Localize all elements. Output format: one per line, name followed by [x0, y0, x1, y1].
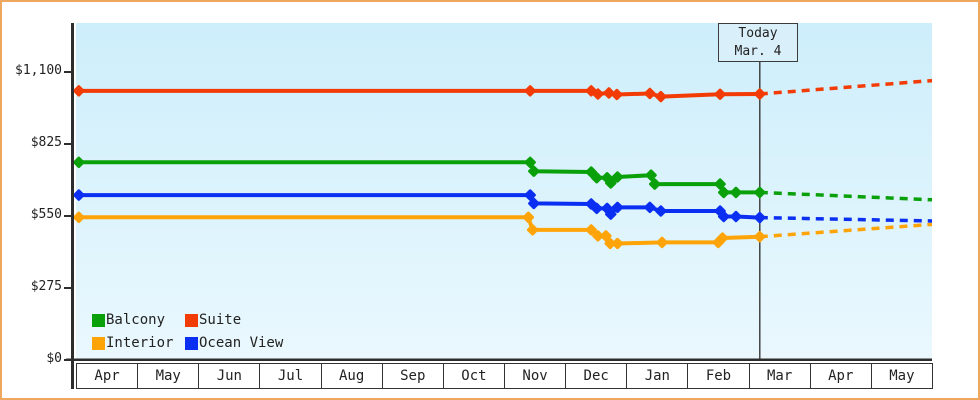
ocean-view-color-swatch	[185, 336, 198, 350]
month-cell-jan-9: Jan	[626, 363, 689, 389]
legend-item-suite: Suite	[185, 312, 283, 328]
data-point-marker	[644, 87, 656, 100]
data-point-marker	[730, 210, 742, 223]
month-cell-feb-10: Feb	[687, 363, 750, 389]
data-point-marker	[73, 85, 85, 97]
forecast-line-interior	[759, 222, 933, 239]
data-point-marker	[718, 186, 730, 199]
data-point-marker	[592, 88, 604, 100]
today-label: Today	[738, 25, 778, 41]
today-date: Mar. 4	[734, 43, 782, 59]
data-point-marker	[73, 156, 85, 169]
data-point-marker	[644, 201, 656, 214]
y-axis-label: $1,100	[15, 63, 62, 78]
data-point-marker	[611, 201, 624, 214]
y-axis-label: $825	[30, 135, 62, 150]
data-point-marker	[716, 232, 729, 244]
legend: Balcony Suite Interior Ocean View	[92, 312, 283, 351]
month-cell-dec-8: Dec	[565, 363, 628, 389]
legend-label: Suite	[199, 312, 242, 328]
data-point-marker	[714, 88, 726, 100]
x-axis-month-row: Apr May Jun Jul Aug Sep Oct Nov Dec Jan Feb Mar Apr M…	[76, 363, 933, 389]
data-point-marker	[754, 186, 766, 199]
data-point-marker	[645, 169, 657, 181]
data-point-marker	[611, 171, 624, 183]
data-point-marker	[649, 178, 661, 190]
y-axis-line	[71, 23, 74, 389]
data-point-marker	[524, 85, 536, 97]
data-point-marker	[754, 211, 766, 224]
data-point-marker	[528, 197, 540, 210]
month-cell-apr-0: Apr	[76, 363, 139, 389]
data-point-marker	[73, 189, 85, 201]
month-cell-jul-3: Jul	[259, 363, 322, 389]
month-cell-mar-11: Mar	[748, 363, 811, 389]
data-point-marker	[585, 224, 597, 236]
data-point-marker	[522, 211, 535, 224]
month-cell-apr-12: Apr	[809, 363, 872, 389]
data-point-marker	[655, 90, 667, 103]
y-axis-tick	[64, 143, 72, 145]
interior-color-swatch	[92, 336, 105, 350]
forecast-line-ocean-view	[759, 215, 933, 223]
data-point-marker	[611, 88, 623, 101]
balcony-color-swatch	[92, 313, 105, 327]
y-axis-label: $550	[30, 207, 62, 222]
data-point-marker	[528, 165, 540, 177]
data-point-marker	[585, 166, 597, 178]
data-point-marker	[600, 230, 612, 242]
data-point-marker	[754, 88, 766, 100]
data-point-marker	[605, 208, 617, 220]
month-cell-aug-4: Aug	[320, 363, 383, 389]
y-axis-tick	[64, 287, 72, 289]
legend-item-ocean-view: Ocean View	[185, 335, 283, 351]
y-axis-tick	[64, 71, 72, 73]
today-marker-box: Today Mar. 4	[718, 23, 798, 62]
data-point-marker	[524, 156, 536, 169]
data-point-marker	[754, 230, 766, 243]
forecast-line-balcony	[759, 190, 933, 202]
month-cell-sep-5: Sep	[381, 363, 444, 389]
month-cell-jun-2: Jun	[198, 363, 261, 389]
month-cell-may-1: May	[137, 363, 200, 389]
data-point-marker	[714, 178, 726, 190]
data-point-marker	[526, 224, 539, 236]
month-cell-nov-7: Nov	[503, 363, 567, 389]
y-axis-label: $0	[46, 351, 62, 366]
month-cell-oct-6: Oct	[442, 363, 505, 389]
legend-label: Ocean View	[199, 335, 284, 351]
legend-item-interior: Interior	[92, 335, 185, 351]
data-point-marker	[656, 236, 668, 249]
legend-item-balcony: Balcony	[92, 312, 185, 328]
data-point-marker	[730, 186, 742, 199]
data-point-marker	[524, 189, 536, 201]
forecast-line-suite	[759, 78, 933, 96]
data-point-marker	[611, 237, 624, 250]
data-point-marker	[655, 205, 667, 217]
legend-label: Balcony	[106, 312, 166, 328]
data-point-marker	[603, 87, 615, 99]
data-point-marker	[718, 210, 730, 223]
data-point-marker	[605, 177, 617, 189]
legend-label: Interior	[106, 335, 174, 351]
x-axis-line	[66, 358, 932, 361]
y-axis-label: $275	[30, 279, 62, 294]
y-axis-tick	[64, 359, 72, 361]
plot-area	[76, 23, 932, 360]
month-cell-may-13: May	[870, 363, 933, 389]
data-point-marker	[73, 211, 85, 224]
y-axis-tick	[64, 215, 72, 217]
data-point-marker	[591, 202, 603, 215]
suite-color-swatch	[185, 313, 198, 327]
data-point-marker	[591, 172, 603, 184]
